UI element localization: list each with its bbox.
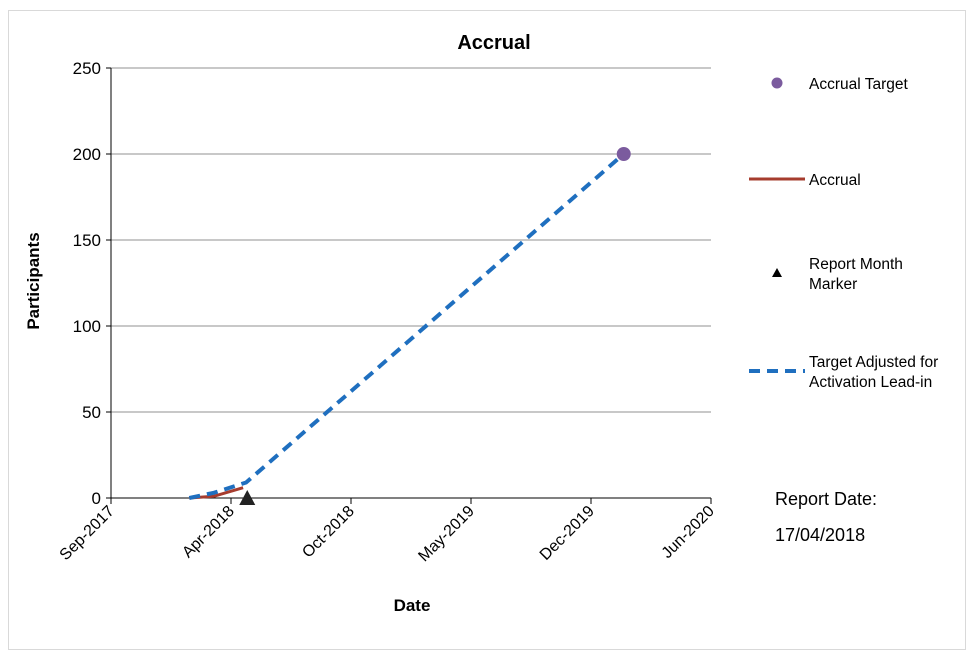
x-tick-label: May-2019 [415,503,477,565]
x-tick-label: Oct-2018 [299,503,358,562]
chart-frame: Accrual 0 50 100 150 200 250 Sep-2017 Apr-2018 O… [8,10,966,650]
legend-circle-icon [771,77,783,89]
x-axis-label: Date [394,596,431,615]
series [188,147,631,505]
legend-label: Accrual Target [809,76,908,93]
y-tick-label: 150 [73,231,101,250]
legend-triangle-icon [772,268,782,277]
y-tick-label: 100 [73,317,101,336]
axes: 0 50 100 150 200 250 Sep-2017 Apr-2018 Oct-2018 M… [57,59,718,565]
y-tick-label: 50 [82,403,101,422]
report-date-label: Report Date: [775,489,878,509]
report-month-marker [239,490,256,505]
report-date-value: 17/04/2018 [775,525,866,545]
y-tick-label: 0 [92,489,101,508]
legend: Accrual Target Accrual Report Month Marker T… [749,76,938,391]
target-adjusted-line [188,152,626,500]
y-tick-label: 250 [73,59,101,78]
chart-title: Accrual [457,32,530,54]
x-tick-label: Sep-2017 [57,503,118,564]
legend-label: Accrual [809,172,861,189]
accrual-chart: Accrual 0 50 100 150 200 250 Sep-2017 Apr-2018 O… [24,32,938,615]
legend-label: Report Month Marker [809,256,903,293]
gridlines [111,67,711,413]
x-tick-label: Apr-2018 [179,503,238,562]
x-tick-label: Jun-2020 [659,503,718,562]
y-axis-label: Participants [24,232,43,329]
y-tick-label: 200 [73,145,101,164]
x-tick-label: Dec-2019 [537,503,598,564]
legend-label: Target Adjusted for Activation Lead-in [809,354,938,391]
accrual-target-point [616,147,631,161]
